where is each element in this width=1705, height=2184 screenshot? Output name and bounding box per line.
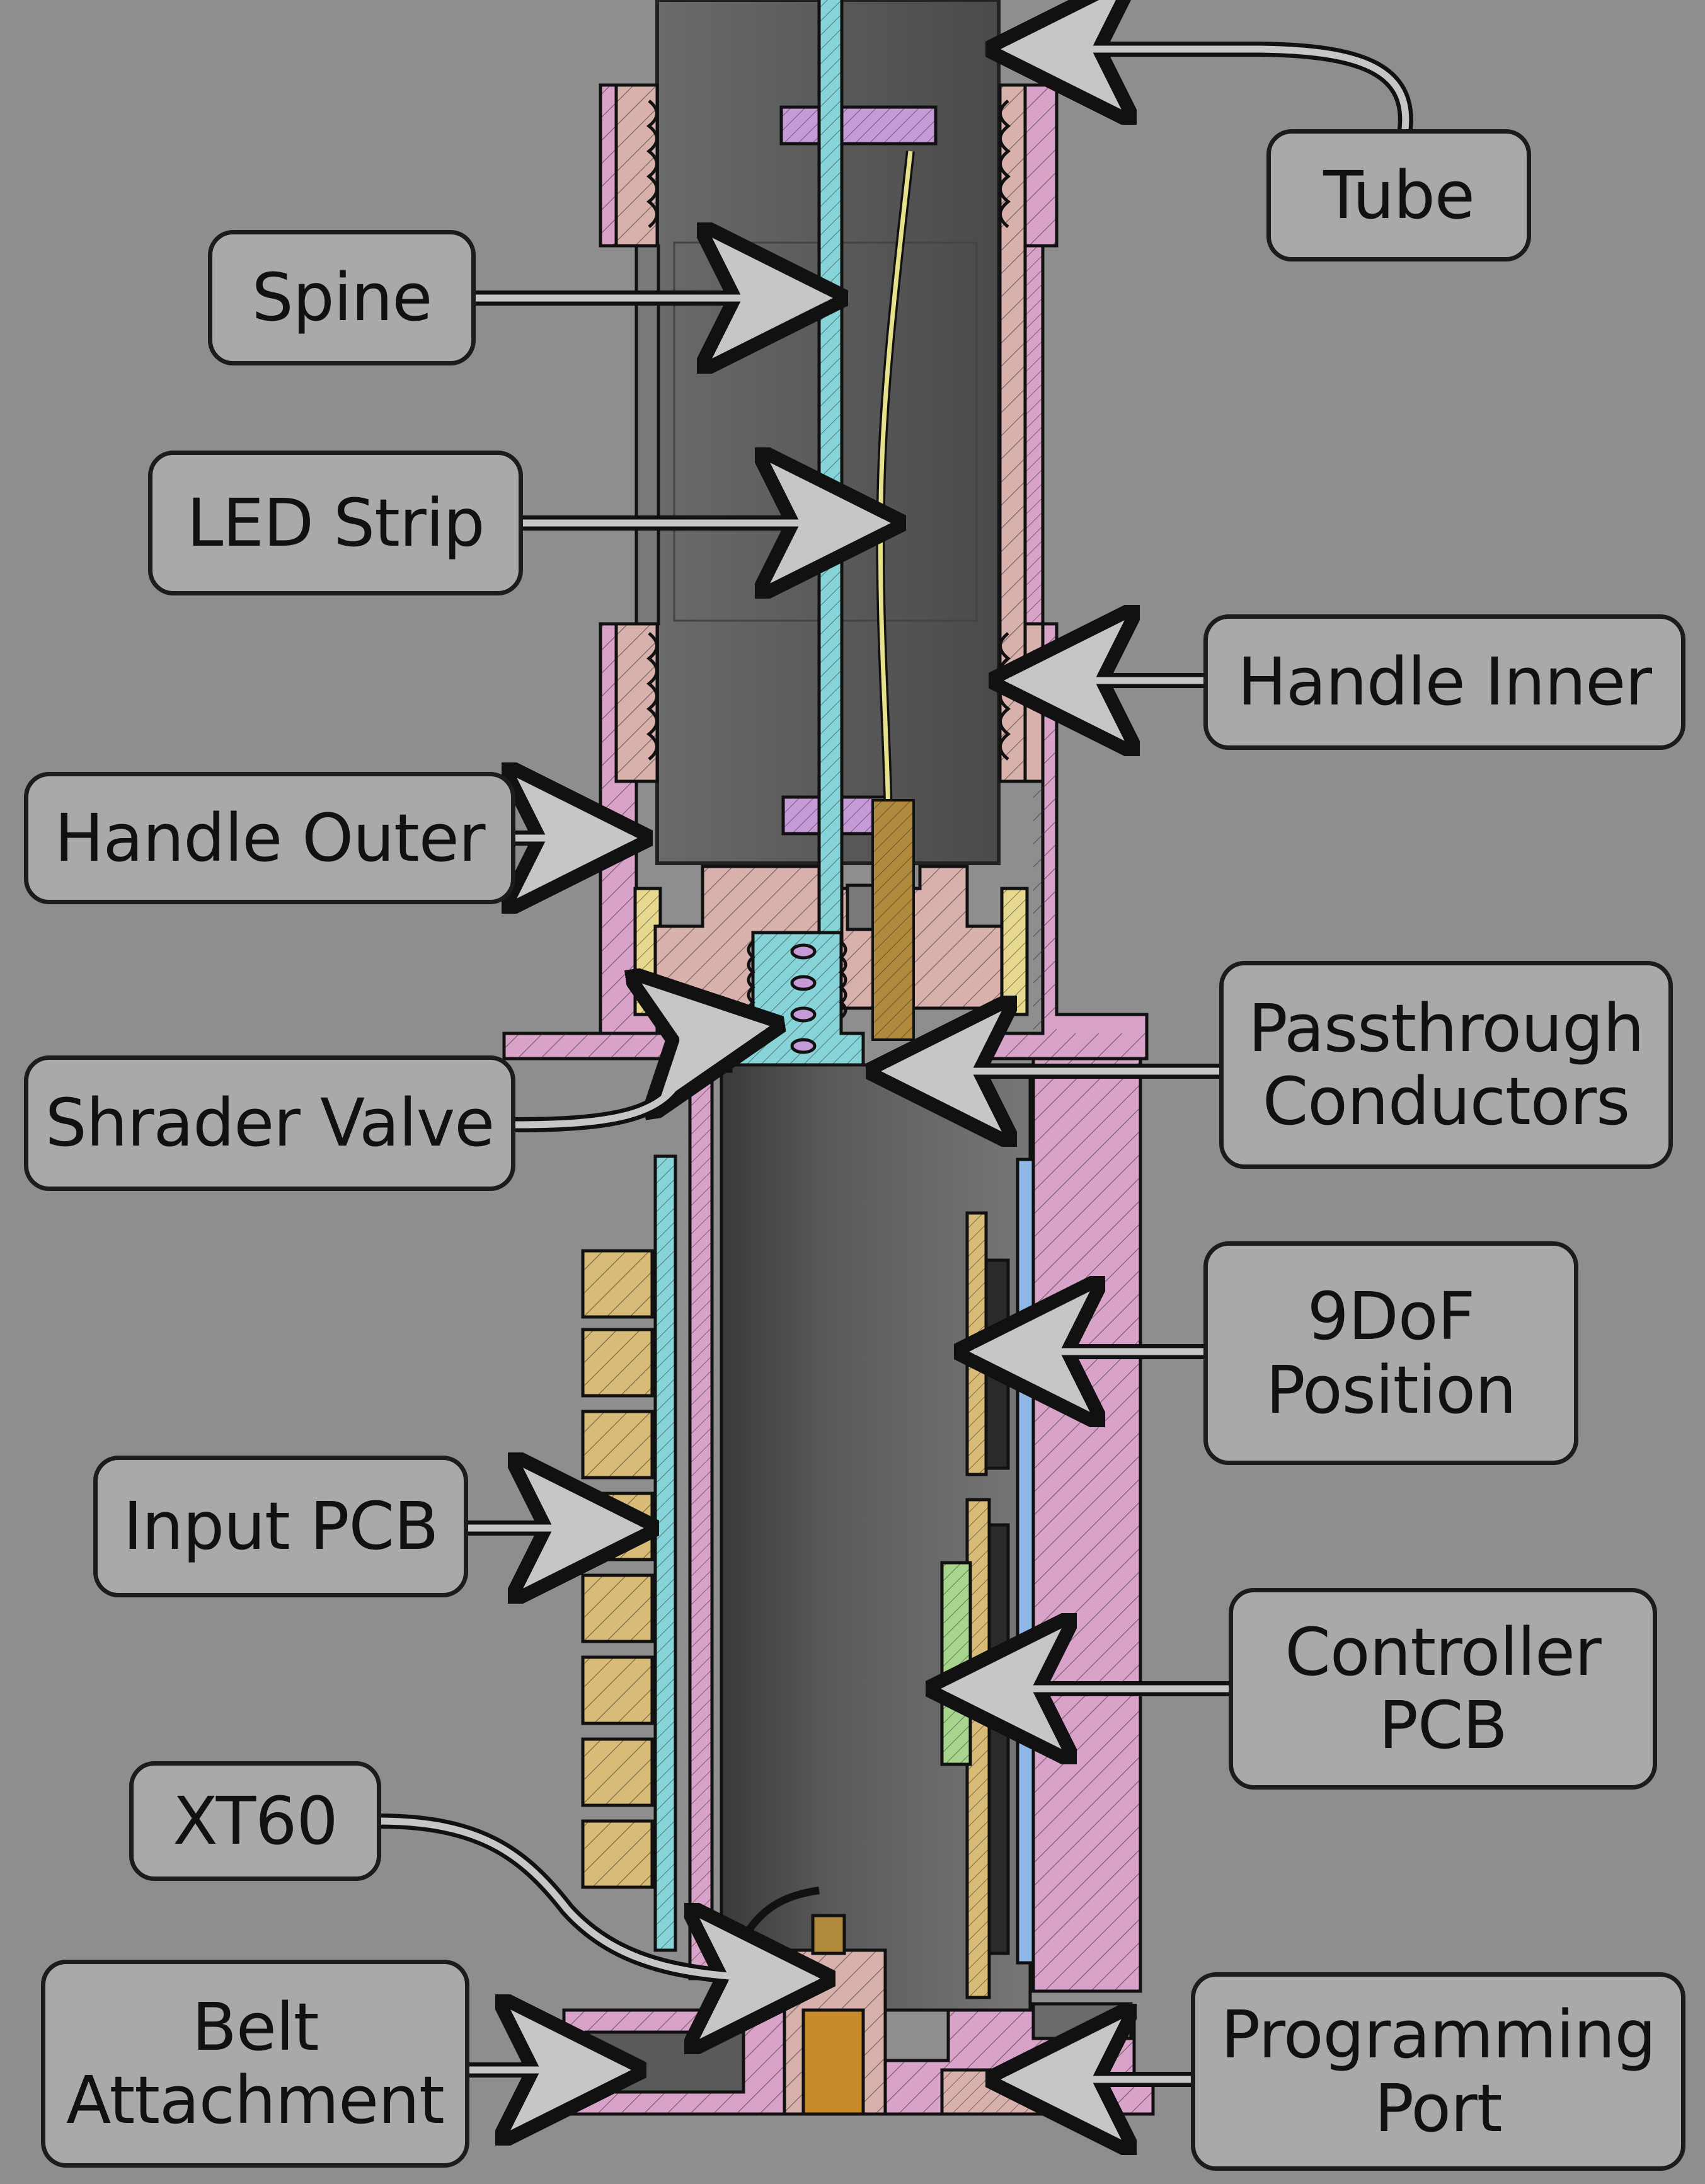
- xt60-label-text: XT60: [173, 1782, 338, 1859]
- tube-label: Tube: [1266, 129, 1531, 262]
- controller-pcb-label: Controller PCB: [1229, 1588, 1657, 1790]
- passthrough-conductors-line1: Passthrough: [1248, 989, 1645, 1067]
- leader-arrows: [370, 49, 1413, 2079]
- belt-attachment-label: Belt Attachment: [41, 1960, 469, 2168]
- tube-label-text: Tube: [1323, 156, 1475, 234]
- controller-pcb-line2: PCB: [1379, 1687, 1508, 1764]
- shrader-valve-label-text: Shrader Valve: [45, 1084, 495, 1162]
- belt-attachment-line2: Attachment: [66, 2062, 445, 2139]
- spine-rod: [817, 0, 844, 944]
- passthrough-conductor-bars: [871, 799, 915, 1041]
- shrader-valve-label: Shrader Valve: [24, 1055, 515, 1191]
- controller-pcb-line1: Controller: [1285, 1613, 1602, 1691]
- spine-label: Spine: [208, 230, 476, 365]
- led-strip-label-text: LED Strip: [187, 484, 485, 561]
- nine-dof-position-line2: Position: [1266, 1351, 1517, 1428]
- belt-attachment-line1: Belt: [192, 1988, 319, 2066]
- programming-port-line1: Programming: [1220, 1996, 1656, 2074]
- led-strip-label: LED Strip: [148, 451, 523, 595]
- spine-label-text: Spine: [251, 259, 433, 336]
- handle-inner-label: Handle Inner: [1203, 614, 1685, 750]
- nine-dof-position-label: 9DoF Position: [1203, 1241, 1578, 1465]
- handle-outer-label-text: Handle Outer: [54, 799, 485, 876]
- input-pcb-label: Input PCB: [93, 1456, 468, 1597]
- nine-dof-position-line1: 9DoF: [1307, 1278, 1476, 1355]
- passthrough-conductors-label: Passthrough Conductors: [1219, 961, 1673, 1169]
- handle-inner-label-text: Handle Inner: [1237, 643, 1652, 721]
- xt60-label: XT60: [129, 1761, 381, 1881]
- input-pcb: [581, 1154, 677, 1952]
- programming-port-line2: Port: [1374, 2069, 1502, 2147]
- handle-outer-label: Handle Outer: [24, 772, 515, 904]
- passthrough-conductors-line2: Conductors: [1262, 1063, 1631, 1140]
- input-pcb-label-text: Input PCB: [123, 1488, 439, 1565]
- programming-port-label: Programming Port: [1191, 1972, 1685, 2171]
